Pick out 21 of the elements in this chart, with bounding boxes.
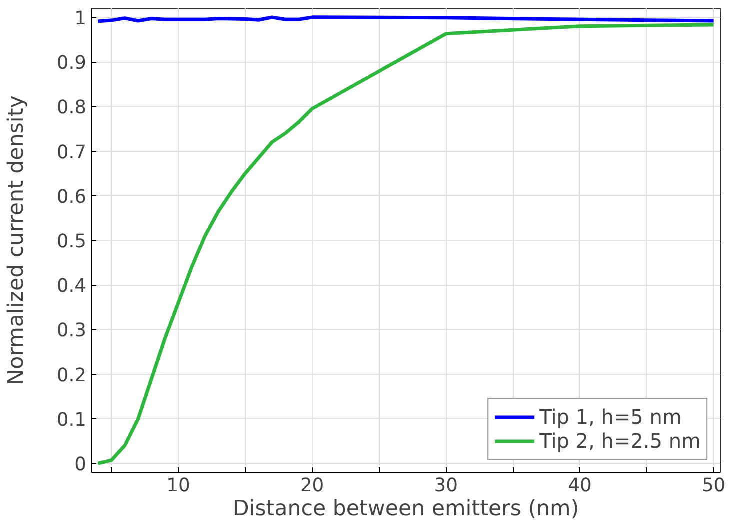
x-tick-label: 50 bbox=[702, 476, 726, 496]
x-tick-label: 10 bbox=[166, 476, 190, 496]
y-tick-label: 0.7 bbox=[56, 142, 86, 164]
y-tick-label: 0.9 bbox=[56, 53, 86, 74]
x-axis-title: Distance between emitters (nm) bbox=[232, 496, 580, 522]
line-series bbox=[96, 23, 716, 466]
legend-label: Tip 2, h=2.5 nm bbox=[540, 429, 701, 453]
x-tick-label: 40 bbox=[568, 476, 592, 496]
legend-label: Tip 1, h=5 nm bbox=[540, 405, 682, 429]
y-tick-label: 0.3 bbox=[56, 320, 86, 342]
y-tick-label: 0.4 bbox=[56, 276, 86, 298]
y-tick-label: 0 bbox=[74, 454, 87, 476]
x-tick-label: 30 bbox=[434, 476, 458, 496]
y-tick-label: 0.1 bbox=[56, 410, 86, 431]
y-tick-label: 1 bbox=[74, 8, 87, 30]
y-tick-label: 0.8 bbox=[56, 98, 86, 119]
y-axis-title: Normalized current density bbox=[4, 96, 29, 386]
y-tick-label: 0.6 bbox=[56, 186, 86, 208]
y-tick-label: 0.2 bbox=[56, 365, 86, 386]
y-tick-label: 0.5 bbox=[56, 232, 86, 252]
x-tick-label: 20 bbox=[300, 476, 324, 496]
